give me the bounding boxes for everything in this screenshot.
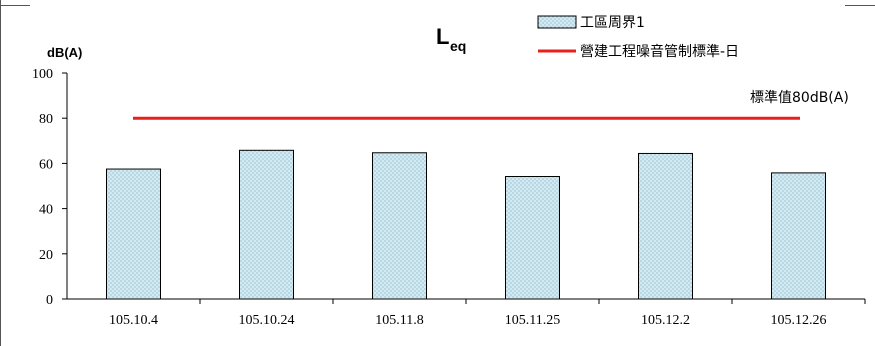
bar-series <box>106 149 826 300</box>
legend-label-bar: 工區周界1 <box>580 15 645 31</box>
standard-limit-annotation: 標準值80dB(A) <box>750 90 849 106</box>
bar-105.12.26 <box>771 172 826 300</box>
bar-105.11.8 <box>372 152 427 300</box>
x-tick-label: 105.10.24 <box>239 313 295 328</box>
x-tick-label: 105.10.4 <box>109 313 158 328</box>
chart-title-subscript: eq <box>450 38 466 54</box>
bar-105.10.24 <box>239 149 294 300</box>
bar-105.10.4 <box>106 168 161 300</box>
x-tick-label: 105.11.25 <box>505 313 560 328</box>
legend: 工區周界1 營建工程噪音管制標準-日 <box>537 15 739 60</box>
y-axis-ticks: 0 20 40 60 80 100 <box>32 67 67 308</box>
y-tick-label: 20 <box>39 248 53 263</box>
y-axis-label: dB(A) <box>47 45 82 60</box>
y-tick-label: 40 <box>39 203 53 218</box>
chart-title: L <box>436 24 449 49</box>
x-tick-label: 105.11.8 <box>375 313 423 328</box>
legend-swatch-bar <box>537 15 577 29</box>
y-tick-label: 60 <box>39 157 53 172</box>
x-tick-label: 105.12.26 <box>771 313 827 328</box>
legend-label-line: 營建工程噪音管制標準-日 <box>580 43 739 60</box>
bar-105.12.2 <box>638 152 693 300</box>
bar-105.11.25 <box>505 176 560 300</box>
y-tick-label: 0 <box>46 293 53 308</box>
y-tick-label: 100 <box>32 67 53 82</box>
x-axis-tick-labels: 105.10.4 105.10.24 105.11.8 105.11.25 105.12… <box>109 299 866 328</box>
y-tick-label: 80 <box>39 112 53 127</box>
x-tick-label: 105.12.2 <box>641 313 690 328</box>
